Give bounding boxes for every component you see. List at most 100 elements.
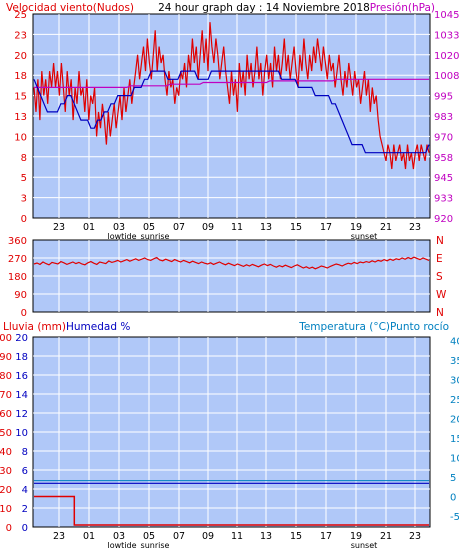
rain-x-tick-label: 21 bbox=[380, 531, 392, 542]
humidity-y-tick-label: 40 bbox=[0, 447, 12, 458]
wind-y-tick-label: 8 bbox=[21, 153, 27, 164]
pressure-y-tick-label: 995 bbox=[434, 92, 453, 103]
wind-y-tick-label: 18 bbox=[14, 71, 27, 82]
pressure-y-tick-label: 1033 bbox=[434, 30, 459, 41]
temperature-y-tick-label: 5 bbox=[450, 473, 456, 484]
wind-x-tick-label: 07 bbox=[173, 222, 185, 233]
rain-x-tick-label: 05 bbox=[143, 531, 155, 542]
wind-y-tick-label: 23 bbox=[14, 30, 27, 41]
temperature-axis-title: Temperatura (°C)Punto rocío bbox=[298, 321, 449, 333]
pressure-y-tick-label: 920 bbox=[434, 214, 453, 225]
wind-x-tick-label: 13 bbox=[260, 222, 272, 233]
pressure-line bbox=[34, 78, 429, 89]
wind-y-tick-label: 20 bbox=[14, 51, 27, 62]
wind-x-tick-label: 17 bbox=[320, 222, 332, 233]
rain-y-tick-label: 8 bbox=[22, 447, 28, 458]
rain-y-tick-label: 10 bbox=[15, 428, 28, 439]
rain-y-tick-label: 20 bbox=[15, 333, 28, 344]
rain-y-tick-label: 6 bbox=[22, 466, 28, 477]
wind-y-tick-label: 5 bbox=[21, 173, 27, 184]
compass-label: N bbox=[436, 235, 444, 247]
wind-y-tick-label: 15 bbox=[14, 92, 27, 103]
rain-x-tick-label: 13 bbox=[260, 531, 272, 542]
rain-axis-title: Lluvia (mm) bbox=[3, 321, 66, 333]
temperature-y-tick-label: 10 bbox=[450, 454, 459, 465]
temperature-y-tick-label: 25 bbox=[450, 395, 459, 406]
pressure-y-tick-label: 1020 bbox=[434, 51, 459, 62]
rain-line bbox=[34, 495, 429, 526]
rain-x-tick-label: 07 bbox=[173, 531, 185, 542]
rain-x-tick-label: 23 bbox=[409, 531, 421, 542]
rain-x-tick-label: 15 bbox=[290, 531, 302, 542]
wind-x-tick-label: 05 bbox=[143, 222, 155, 233]
wind-y-tick-label: 25 bbox=[14, 10, 27, 21]
rain-y-tick-label: 16 bbox=[15, 371, 28, 382]
wind-x-tick-label: 23 bbox=[53, 222, 65, 233]
wind-y-tick-label: 3 bbox=[21, 194, 27, 205]
rain-event-lowtide: lowtide bbox=[107, 541, 136, 550]
humidity-y-tick-label: 100 bbox=[0, 333, 12, 344]
pressure-y-tick-label: 945 bbox=[434, 173, 453, 184]
humidity-y-tick-label: 0 bbox=[6, 523, 12, 534]
rain-y-tick-label: 14 bbox=[15, 390, 28, 401]
pressure-y-tick-label: 958 bbox=[434, 153, 453, 164]
rain-x-tick-label: 23 bbox=[53, 531, 65, 542]
pressure-y-tick-label: 1008 bbox=[434, 71, 459, 82]
humidity-y-tick-label: 90 bbox=[0, 352, 12, 363]
wind-x-tick-label: 03 bbox=[113, 222, 125, 233]
rain-x-tick-label: 01 bbox=[83, 531, 95, 542]
wind-event-sunrise: sunrise bbox=[141, 232, 170, 241]
direction-y-tick-label: 90 bbox=[14, 290, 27, 301]
wind-x-tick-label: 19 bbox=[350, 222, 362, 233]
rain-x-tick-label: 09 bbox=[202, 531, 214, 542]
compass-label: S bbox=[436, 271, 443, 283]
pressure-axis-title: Presión(hPa) bbox=[370, 2, 435, 14]
humidity-y-tick-label: 20 bbox=[0, 485, 12, 496]
wind-y-tick-label: 0 bbox=[21, 214, 27, 225]
temperature-y-tick-label: 15 bbox=[450, 434, 459, 445]
wind-y-tick-label: 13 bbox=[14, 112, 27, 123]
humidity-y-tick-label: 30 bbox=[0, 466, 12, 477]
temperature-y-tick-label: 20 bbox=[450, 415, 459, 426]
humidity-y-tick-label: 60 bbox=[0, 409, 12, 420]
wind-event-sunset: sunset bbox=[351, 232, 378, 241]
rain-x-tick-label: 03 bbox=[113, 531, 125, 542]
humidity-y-tick-label: 50 bbox=[0, 428, 12, 439]
wind-x-tick-label: 11 bbox=[231, 222, 243, 233]
rain-y-tick-label: 4 bbox=[22, 485, 28, 496]
direction-y-tick-label: 0 bbox=[21, 308, 27, 319]
temperature-y-tick-label: 0 bbox=[450, 493, 456, 504]
pressure-y-tick-label: 933 bbox=[434, 194, 453, 205]
temperature-y-tick-label: -5 bbox=[450, 512, 459, 523]
direction-y-tick-label: 180 bbox=[8, 272, 27, 283]
humidity-y-tick-label: 80 bbox=[0, 371, 12, 382]
temperature-y-tick-label: 30 bbox=[450, 376, 459, 387]
wind-x-tick-label: 23 bbox=[409, 222, 421, 233]
pressure-y-tick-label: 983 bbox=[434, 112, 453, 123]
wind-direction-line bbox=[33, 256, 430, 270]
compass-label: N bbox=[436, 307, 444, 319]
compass-label: W bbox=[436, 289, 447, 301]
rain-event-sunset: sunset bbox=[351, 541, 378, 550]
rain-y-tick-label: 0 bbox=[22, 523, 28, 534]
humidity-y-tick-label: 70 bbox=[0, 390, 12, 401]
rain-event-sunrise: sunrise bbox=[141, 541, 170, 550]
direction-y-tick-label: 360 bbox=[8, 236, 27, 247]
direction-y-tick-label: 270 bbox=[8, 254, 27, 265]
wind-x-tick-label: 15 bbox=[290, 222, 302, 233]
humidity-y-tick-label: 10 bbox=[0, 504, 12, 515]
temperature-y-tick-label: 40 bbox=[450, 337, 459, 348]
pressure-y-tick-label: 970 bbox=[434, 132, 453, 143]
wind-x-tick-label: 09 bbox=[202, 222, 214, 233]
pressure-y-tick-label: 1045 bbox=[434, 10, 459, 21]
graph-title: 24 hour graph day : 14 Noviembre 2018 bbox=[158, 2, 370, 14]
wind-x-tick-label: 21 bbox=[380, 222, 392, 233]
rain-x-tick-label: 19 bbox=[350, 531, 362, 542]
rain-y-tick-label: 18 bbox=[15, 352, 28, 363]
rain-x-tick-label: 17 bbox=[320, 531, 332, 542]
rain-x-tick-label: 11 bbox=[231, 531, 243, 542]
rain-y-tick-label: 2 bbox=[22, 504, 28, 515]
rain-y-tick-label: 12 bbox=[15, 409, 28, 420]
wind-average-line bbox=[33, 70, 430, 154]
